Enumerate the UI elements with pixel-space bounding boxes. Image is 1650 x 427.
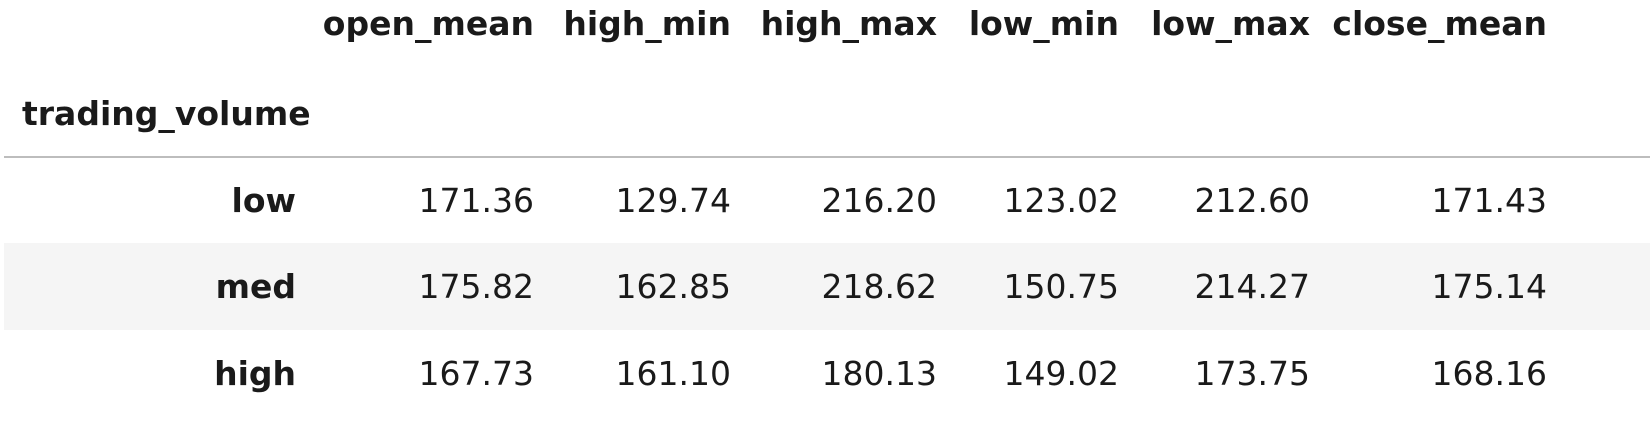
table-cell: 218.62 [821,267,937,306]
table-cell: 212.60 [1194,181,1310,220]
table-cell: 175.14 [1431,267,1547,306]
table-cell: 162.85 [615,267,731,306]
table-cell: 171.36 [418,181,534,220]
table-cell: 171.43 [1431,181,1547,220]
table-row: med 175.82 162.85 218.62 150.75 214.27 1… [4,243,1650,330]
column-header-row: open_mean high_min high_max low_min low_… [4,0,1650,70]
table-row: high 167.73 161.10 180.13 149.02 173.75 … [4,330,1650,417]
table-cell: 168.16 [1431,354,1547,393]
index-name: trading_volume [22,93,311,133]
table-cell: 175.82 [418,267,534,306]
table-cell: 214.27 [1194,267,1310,306]
table-cell: 150.75 [1003,267,1119,306]
table-cell: 123.02 [1003,181,1119,220]
row-index-label: high [214,354,296,393]
table-cell: 180.13 [821,354,937,393]
column-header: close_mean [1332,3,1547,43]
table-cell: 129.74 [615,181,731,220]
table-cell: 161.10 [615,354,731,393]
table-cell: 216.20 [821,181,937,220]
column-header: high_max [760,3,937,43]
table-cell: 167.73 [418,354,534,393]
table-cell: 149.02 [1003,354,1119,393]
table-row: low 171.36 129.74 216.20 123.02 212.60 1… [4,157,1650,244]
row-index-label: med [215,267,296,306]
column-header: open_mean [322,3,534,43]
column-header: low_min [968,3,1119,43]
index-header-row: trading_volume [4,70,1650,158]
table-cell: 173.75 [1194,354,1310,393]
column-header: low_max [1151,3,1310,43]
row-index-label: low [231,181,296,220]
column-header: high_min [563,3,731,43]
dataframe-table: open_mean high_min high_max low_min low_… [4,0,1650,427]
